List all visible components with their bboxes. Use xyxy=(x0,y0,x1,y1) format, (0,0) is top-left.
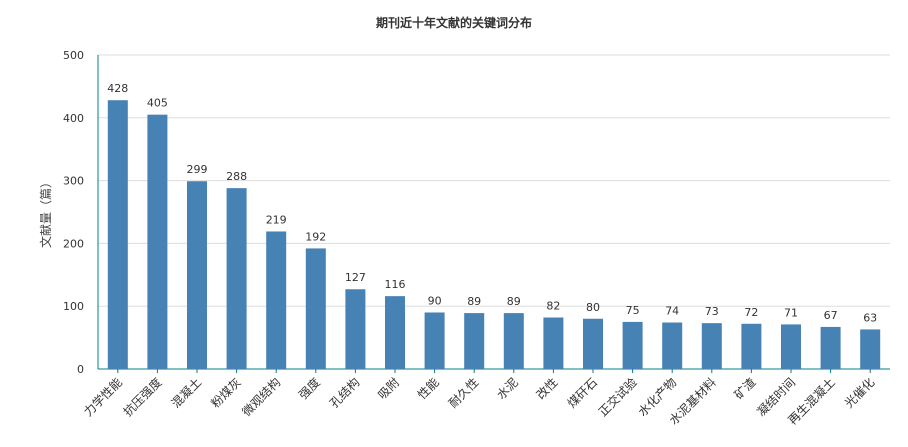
data-label: 299 xyxy=(187,163,208,176)
bar[interactable] xyxy=(226,188,247,369)
bar[interactable] xyxy=(345,289,366,369)
data-label: 63 xyxy=(863,311,877,324)
data-label: 127 xyxy=(345,271,366,284)
grid-lines xyxy=(98,54,890,307)
bar[interactable] xyxy=(543,317,564,369)
data-label: 71 xyxy=(784,306,798,319)
bar[interactable] xyxy=(187,181,207,369)
data-label: 67 xyxy=(824,309,838,322)
bar[interactable] xyxy=(107,100,128,369)
y-tick-label: 400 xyxy=(63,112,84,125)
bar[interactable] xyxy=(385,296,405,369)
bar[interactable] xyxy=(622,321,643,369)
bar[interactable] xyxy=(147,114,168,369)
bar[interactable] xyxy=(701,323,722,369)
data-label: 82 xyxy=(546,300,560,313)
y-tick-label: 100 xyxy=(63,300,84,313)
bar[interactable] xyxy=(583,318,603,369)
data-label: 405 xyxy=(147,97,168,110)
data-label: 90 xyxy=(428,294,442,307)
data-label: 219 xyxy=(266,213,287,226)
axes xyxy=(97,55,890,373)
x-tick-label: 耐久性 xyxy=(446,375,481,410)
x-tick-label: 矿渣 xyxy=(732,375,759,402)
data-label: 116 xyxy=(385,278,406,291)
x-tick-label: 微观结构 xyxy=(239,375,284,420)
bar[interactable] xyxy=(781,324,801,369)
x-tick-label: 粉煤灰 xyxy=(208,375,243,410)
data-label: 428 xyxy=(107,82,128,95)
x-tick-label: 光催化 xyxy=(842,375,877,410)
x-tick-label: 孔结构 xyxy=(326,375,362,411)
y-tick-label: 500 xyxy=(63,49,84,62)
x-tick-label: 吸附 xyxy=(375,375,402,402)
x-tick-label: 水泥 xyxy=(494,375,521,402)
bar[interactable] xyxy=(266,231,287,369)
bar[interactable] xyxy=(860,329,881,369)
bar[interactable] xyxy=(503,313,524,369)
data-label: 288 xyxy=(226,170,247,183)
x-tick-label: 改性 xyxy=(534,375,561,402)
y-tick-label: 300 xyxy=(63,175,84,188)
x-tick-label: 抗压强度 xyxy=(120,375,165,420)
data-label: 80 xyxy=(586,301,600,314)
bar[interactable] xyxy=(305,248,326,369)
data-label: 74 xyxy=(665,305,679,318)
x-tick-label: 强度 xyxy=(295,375,323,403)
y-axis-label: 文献量（篇） xyxy=(38,176,53,248)
bar[interactable] xyxy=(820,326,841,369)
data-label: 75 xyxy=(626,304,640,317)
bar[interactable] xyxy=(464,313,485,369)
data-label: 72 xyxy=(744,306,758,319)
x-tick-label: 正交试验 xyxy=(595,375,640,420)
bar[interactable] xyxy=(741,323,762,369)
bar[interactable] xyxy=(424,312,445,369)
bar[interactable] xyxy=(662,322,683,369)
x-tick-label: 混凝土 xyxy=(168,375,204,411)
bars xyxy=(107,100,881,369)
x-tick-label: 煤矸石 xyxy=(565,375,600,410)
data-labels: 428 405 299 288 219 192 127 116 90 89 89 82 80 75 74 73… xyxy=(107,82,877,324)
data-label: 192 xyxy=(305,230,326,243)
x-tick-label: 性能 xyxy=(415,375,442,402)
data-label: 89 xyxy=(467,295,481,308)
y-tick-label: 0 xyxy=(77,363,84,376)
y-tick-labels: 0 100 200 300 400 500 xyxy=(63,49,84,376)
x-tick-label: 力学性能 xyxy=(80,375,125,420)
chart-title: 期刊近十年文献的关键词分布 xyxy=(375,16,532,30)
y-tick-label: 200 xyxy=(63,237,84,250)
data-label: 73 xyxy=(705,305,719,318)
data-label: 89 xyxy=(507,295,521,308)
